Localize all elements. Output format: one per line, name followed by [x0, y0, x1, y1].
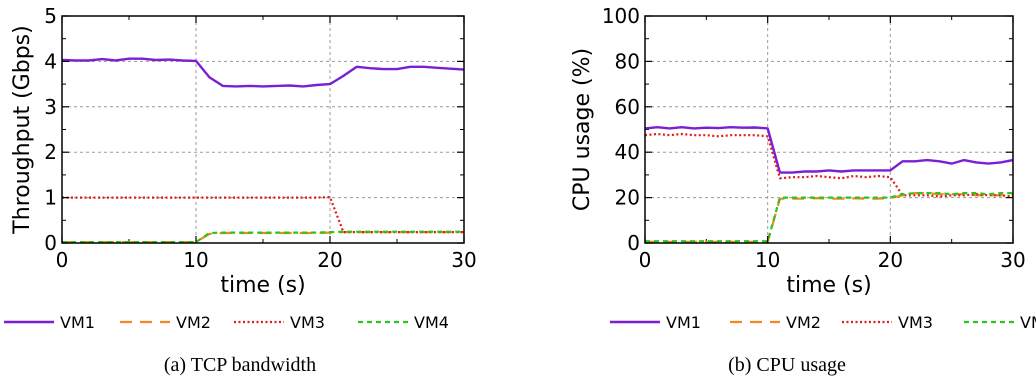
x-tick-label: 30	[451, 248, 476, 272]
x-tick-label: 20	[878, 248, 903, 272]
legend-label-vm1: VM1	[60, 313, 95, 332]
y-tick-label: 0	[627, 231, 640, 255]
series-line-vm2	[645, 192, 1013, 243]
series-line-vm1	[61, 57, 465, 88]
y-axis-label: CPU usage (%)	[570, 48, 595, 211]
y-tick-label: 1	[44, 186, 57, 210]
series-line-vm4	[645, 192, 1013, 243]
y-tick-label: 2	[44, 140, 57, 164]
x-tick-label: 10	[755, 248, 780, 272]
series-line-vm1	[644, 126, 1014, 174]
legend-label-vm3: VM3	[898, 313, 933, 332]
legend: VM1 VM2 VM3 VM4	[4, 313, 449, 332]
legend-label-vm3: VM3	[290, 313, 325, 332]
minor-ticks	[645, 16, 1013, 243]
y-tick-label: 4	[44, 49, 57, 73]
legend-label-vm4: VM4	[414, 313, 449, 332]
x-tick-label: 20	[317, 248, 342, 272]
x-tick-label: 0	[56, 248, 69, 272]
x-tick-label: 30	[1000, 248, 1025, 272]
y-tick-label: 20	[615, 186, 640, 210]
chart-2: 0 10 20 30 0 20 40 60 80 100 time (s) CPU usage (%)…	[570, 4, 1036, 376]
plot-frame	[61, 15, 465, 244]
x-axis-label: time (s)	[786, 273, 871, 298]
legend: VM1 VM2 VM3 VM4	[610, 313, 1036, 332]
y-axis-label: Throughput (Gbps)	[10, 25, 35, 234]
x-tick-label: 0	[639, 248, 652, 272]
y-tick-label: 100	[602, 4, 640, 28]
series-line-vm3	[644, 132, 1014, 198]
y-tick-label: 80	[615, 49, 640, 73]
chart-1: 0 10 20 30 0 1 2 3 4 5 time (s) Throughput (Gbps) VM…	[4, 4, 477, 376]
y-tick-label: 60	[615, 95, 640, 119]
x-axis-label: time (s)	[220, 273, 305, 298]
legend-label-vm4: VM4	[1020, 313, 1036, 332]
figure-caption: (a) TCP bandwidth	[164, 354, 316, 376]
plot-frame	[644, 15, 1014, 244]
legend-label-vm2: VM2	[786, 313, 821, 332]
x-tick-label: 10	[183, 248, 208, 272]
legend-label-vm2: VM2	[176, 313, 211, 332]
legend-label-vm1: VM1	[666, 313, 701, 332]
series-line-vm3	[62, 196, 464, 234]
series-line-vm4	[62, 230, 464, 244]
minor-ticks	[62, 16, 464, 243]
figure-caption: (b) CPU usage	[728, 354, 846, 376]
y-tick-label: 40	[615, 140, 640, 164]
y-tick-label: 0	[44, 231, 57, 255]
y-tick-label: 3	[44, 95, 57, 119]
y-tick-label: 5	[44, 4, 57, 28]
